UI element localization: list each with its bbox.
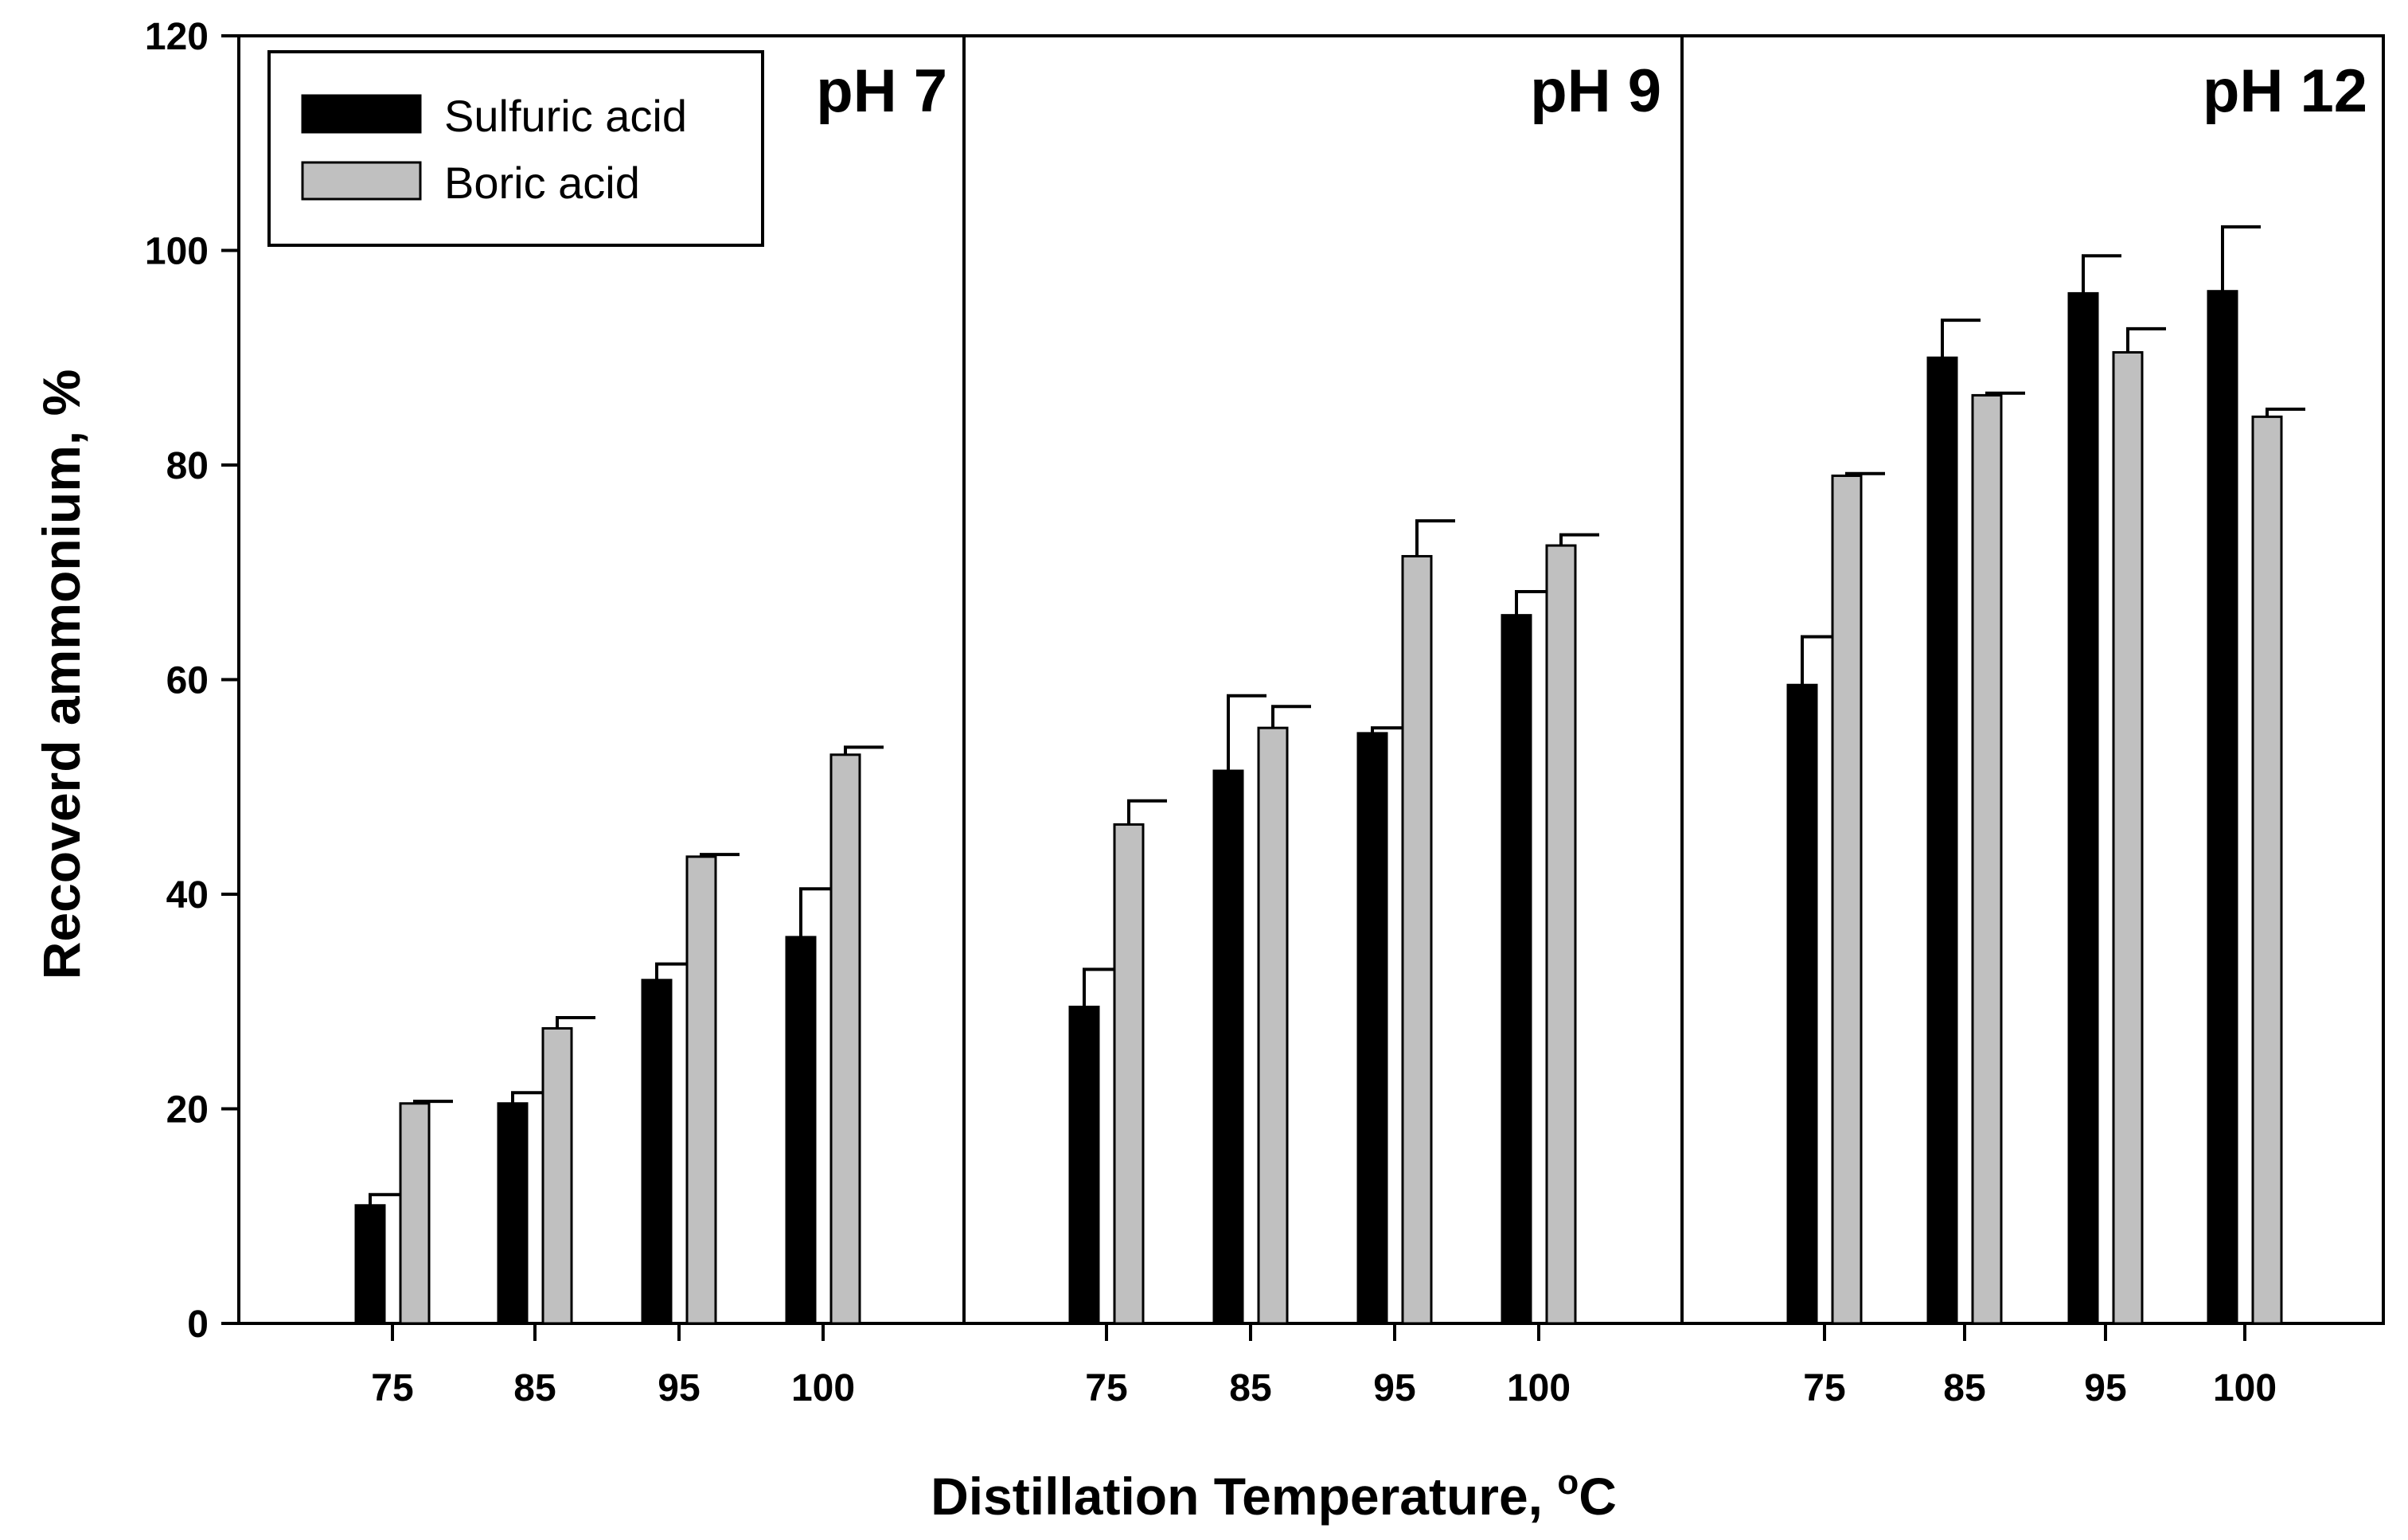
legend-label-boric: Boric acid <box>444 158 640 208</box>
y-tick-label-60: 60 <box>166 660 209 702</box>
bar-sulfuric-p2-95 <box>2067 291 2099 1325</box>
panel-label-ph9: pH 9 <box>1530 57 1661 125</box>
legend-swatch-boric <box>301 161 422 201</box>
legend-frame <box>267 50 764 247</box>
bar-boric-p2-100 <box>2251 415 2283 1325</box>
bar-boric-p1-85 <box>1257 726 1289 1325</box>
bar-boric-p2-85 <box>1971 393 2003 1325</box>
panel-label-ph12: pH 12 <box>2203 57 2367 125</box>
x-tick-label-p2-75: 75 <box>1803 1367 1845 1409</box>
y-tick-label-20: 20 <box>166 1089 209 1132</box>
x-tick-label-p2-85: 85 <box>1943 1367 1985 1409</box>
bar-boric-p0-85 <box>541 1026 573 1325</box>
bar-boric-p1-95 <box>1401 555 1433 1325</box>
bar-sulfuric-p1-100 <box>1501 614 1532 1325</box>
y-tick-label-100: 100 <box>145 231 209 273</box>
bar-boric-p0-95 <box>685 855 717 1325</box>
legend: Sulfuric acid Boric acid <box>267 50 764 247</box>
legend-label-sulfuric: Sulfuric acid <box>444 91 687 141</box>
x-tick-label-p0-75: 75 <box>371 1367 413 1409</box>
bar-sulfuric-p1-85 <box>1212 769 1244 1325</box>
x-axis-title-unit: C <box>1579 1467 1617 1526</box>
bar-sulfuric-p1-75 <box>1068 1005 1100 1325</box>
plot-area: 0 20 40 60 80 100 120 75 85 95 100 75 85 95 100 75 85 95 1… <box>145 16 2385 1409</box>
bar-boric-p1-75 <box>1113 823 1145 1325</box>
bar-sulfuric-p2-75 <box>1786 683 1818 1325</box>
bar-sulfuric-p2-100 <box>2207 290 2238 1325</box>
y-tick-label-40: 40 <box>166 874 209 917</box>
x-axis-title-degree: o <box>1557 1463 1579 1502</box>
x-tick-label-p0-85: 85 <box>513 1367 556 1409</box>
x-tick-label-p2-95: 95 <box>2084 1367 2126 1409</box>
bar-sulfuric-p1-95 <box>1356 732 1388 1325</box>
bar-sulfuric-p2-85 <box>1926 356 1958 1325</box>
x-tick-label-p1-95: 95 <box>1373 1367 1415 1409</box>
bar-boric-p0-100 <box>829 753 861 1325</box>
bar-sulfuric-p0-100 <box>785 936 817 1325</box>
x-tick-label-p1-75: 75 <box>1085 1367 1127 1409</box>
y-tick-label-80: 80 <box>166 445 209 487</box>
bar-boric-p0-75 <box>399 1102 431 1325</box>
bar-sulfuric-p0-95 <box>641 979 673 1325</box>
x-tick-label-p0-95: 95 <box>658 1367 700 1409</box>
y-axis-title: Recoverd ammonium, % <box>32 369 91 980</box>
bar-sulfuric-p0-75 <box>354 1204 386 1325</box>
panel-label-ph7: pH 7 <box>816 57 947 125</box>
bar-boric-p2-95 <box>2112 351 2144 1325</box>
x-tick-label-p0-100: 100 <box>791 1367 855 1409</box>
bar-boric-p2-75 <box>1831 474 1863 1325</box>
legend-swatch-sulfuric <box>301 94 422 134</box>
x-tick-label-p1-100: 100 <box>1507 1367 1571 1409</box>
x-tick-label-p1-85: 85 <box>1229 1367 1271 1409</box>
x-axis-title-main: Distillation Temperature, <box>931 1467 1557 1526</box>
y-tick-label-0: 0 <box>187 1304 209 1346</box>
bar-boric-p1-100 <box>1545 544 1577 1325</box>
x-axis-title: Distillation Temperature, oC <box>931 1463 1617 1526</box>
y-tick-label-120: 120 <box>145 16 209 58</box>
bar-sulfuric-p0-85 <box>497 1102 529 1325</box>
x-tick-label-p2-100: 100 <box>2213 1367 2277 1409</box>
